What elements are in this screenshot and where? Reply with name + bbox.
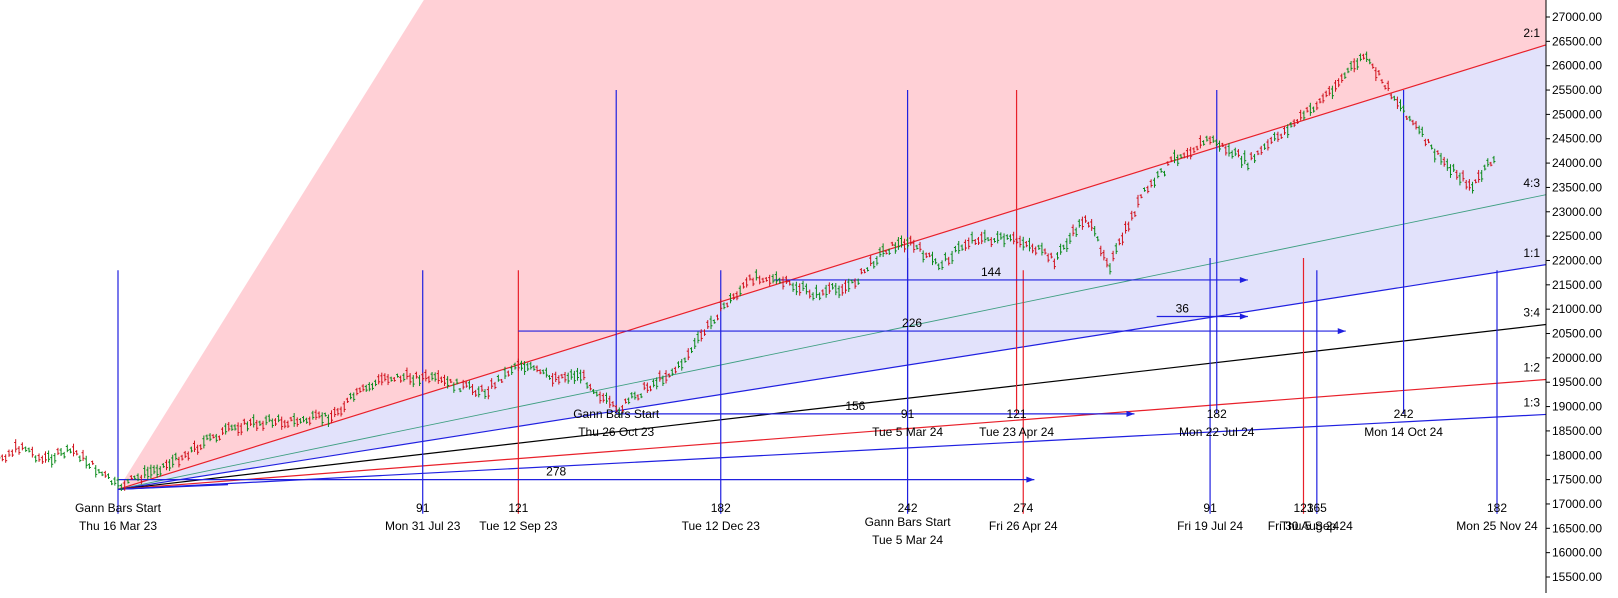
price-tick-label: 20000.00 (1552, 351, 1602, 365)
arrow-head-icon (1239, 313, 1248, 320)
price-tick-label: 21500.00 (1552, 278, 1602, 292)
time-cycle-caption: Gann Bars Start (865, 515, 952, 529)
duration-arrow-layer (118, 276, 1346, 483)
fan-label-1-3: 1:3 (1523, 395, 1540, 409)
arrow-head-icon (1026, 476, 1035, 483)
price-tick-label: 26500.00 (1552, 34, 1602, 48)
time-cycle-count: 121 (508, 501, 528, 515)
price-tick-label: 23000.00 (1552, 205, 1602, 219)
duration-label: 36 (1176, 301, 1190, 315)
price-tick-label: 27000.00 (1552, 10, 1602, 24)
price-tick-label: 24500.00 (1552, 132, 1602, 146)
time-cycle-count: 121 (1293, 501, 1313, 515)
price-tick-label: 16000.00 (1552, 546, 1602, 560)
time-cycle-count: 121 (1007, 407, 1027, 421)
time-cycle-date: Tue 5 Mar 24 (872, 533, 943, 547)
time-cycle-count: 274 (1013, 501, 1033, 515)
time-cycle-date: Fri 30 Aug 24 (1268, 519, 1340, 533)
time-cycle-date: Mon 14 Oct 24 (1364, 425, 1443, 439)
time-cycle-count: 242 (898, 501, 918, 515)
price-tick-label: 23500.00 (1552, 180, 1602, 194)
price-tick-label: 18500.00 (1552, 424, 1602, 438)
time-cycle-caption: Gann Bars Start (75, 501, 162, 515)
time-cycle-date: Mon 22 Jul 24 (1179, 425, 1255, 439)
fan-line-3-4 (117, 323, 1546, 490)
price-tick-label: 25500.00 (1552, 83, 1602, 97)
price-series-layer (0, 51, 1496, 491)
price-axis: 15500.00 16000.00 16500.00 17000.00 17500.00… (1545, 0, 1602, 593)
duration-label: 278 (546, 465, 566, 479)
arrow-head-icon (1239, 276, 1248, 283)
fan-line-1-2 (117, 378, 1546, 490)
time-cycle-count: 91 (416, 501, 430, 515)
time-cycle-date: Tue 12 Sep 23 (479, 519, 558, 533)
time-cycle-count: 242 (1394, 407, 1414, 421)
time-cycle-caption: Gann Bars Start (573, 407, 660, 421)
duration-label: 156 (845, 399, 865, 413)
fan-line-4-3 (117, 194, 1546, 490)
arrow-head-icon (1337, 328, 1346, 335)
time-cycle-count: 365 (1307, 501, 1327, 515)
price-tick-label: 21000.00 (1552, 302, 1602, 316)
fan-ray-minor (117, 484, 229, 490)
price-tick-label: 17000.00 (1552, 497, 1602, 511)
time-cycle-date: Tue 5 Mar 24 (872, 425, 943, 439)
time-cycle-date: Mon 31 Jul 23 (385, 519, 461, 533)
time-cycle-count: 91 (901, 407, 915, 421)
fan-label-1-1: 1:1 (1523, 246, 1540, 260)
price-tick-label: 22500.00 (1552, 229, 1602, 243)
duration-label: 144 (981, 265, 1001, 279)
fan-line-2-1 (117, 44, 1546, 490)
fan-fill-upper (118, 0, 1546, 490)
price-tick-label: 19000.00 (1552, 400, 1602, 414)
arrow-head-icon (1126, 410, 1135, 417)
time-cycle-date: Thu 16 Mar 23 (79, 519, 157, 533)
time-cycle-date: Tue 23 Apr 24 (979, 425, 1054, 439)
time-cycle-count: 91 (1203, 501, 1217, 515)
price-tick-label: 26000.00 (1552, 59, 1602, 73)
fan-line-1-1 (117, 263, 1546, 490)
time-cycle-date: Fri 19 Jul 24 (1177, 519, 1243, 533)
annotation-label-layer: 2:1 4:3 1:1 3:4 1:2 1:3 Gann Bars Start Thu 16 … (75, 26, 1540, 547)
fan-label-4-3: 4:3 (1523, 176, 1540, 190)
time-cycle-date: Thu 26 Oct 23 (578, 425, 654, 439)
price-tick-label: 25000.00 (1552, 107, 1602, 121)
price-tick-label: 16500.00 (1552, 521, 1602, 535)
price-tick-label: 20500.00 (1552, 327, 1602, 341)
fan-line-1-3 (117, 413, 1546, 490)
time-cycle-date: Thu 5 Sep 24 (1281, 519, 1353, 533)
price-tick-label: 24000.00 (1552, 156, 1602, 170)
duration-label: 226 (902, 316, 922, 330)
fan-label-2-1: 2:1 (1523, 26, 1540, 40)
fan-line-layer (117, 44, 1546, 490)
price-tick-label: 15500.00 (1552, 570, 1602, 584)
price-tick-label: 18000.00 (1552, 448, 1602, 462)
fan-label-1-2: 1:2 (1523, 361, 1540, 375)
time-cycle-count: 182 (1487, 501, 1507, 515)
time-cycle-count: 182 (711, 501, 731, 515)
price-tick-label: 22000.00 (1552, 253, 1602, 267)
price-tick-label: 17500.00 (1552, 473, 1602, 487)
time-cycle-date: Mon 25 Nov 24 (1456, 519, 1538, 533)
time-cycle-date: Fri 26 Apr 24 (989, 519, 1058, 533)
time-cycle-date: Tue 12 Dec 23 (682, 519, 761, 533)
fan-label-3-4: 3:4 (1523, 306, 1540, 320)
time-cycle-count: 182 (1207, 407, 1227, 421)
price-tick-label: 19500.00 (1552, 375, 1602, 389)
